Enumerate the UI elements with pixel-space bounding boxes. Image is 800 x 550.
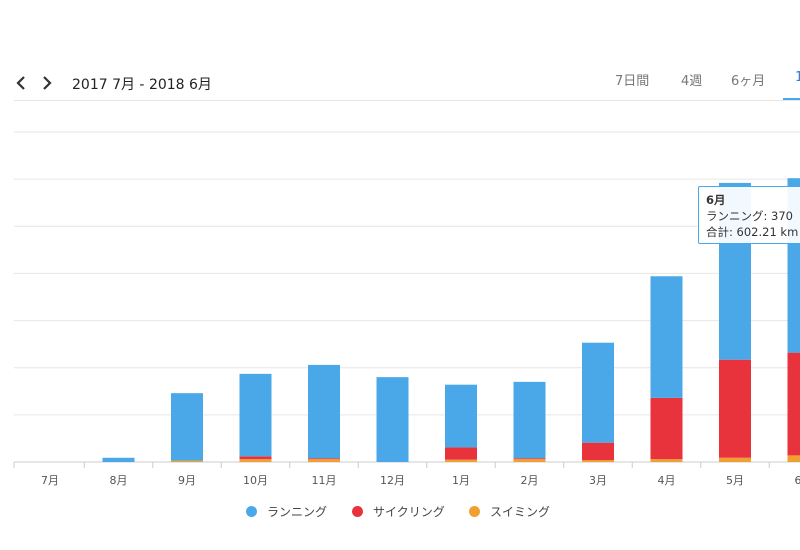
- bar-swimming-7[interactable]: [445, 459, 477, 462]
- legend-label: スイミング: [490, 505, 551, 519]
- bar-cycling-9[interactable]: [582, 442, 614, 461]
- legend-label: ランニング: [267, 505, 328, 519]
- x-tick-label: 11月: [312, 474, 337, 487]
- chart-legend: ランニング サイクリング スイミング: [0, 503, 800, 523]
- x-tick-label: 12月: [380, 474, 405, 487]
- bar-swimming-4[interactable]: [239, 459, 272, 462]
- bar-running-4[interactable]: [239, 373, 272, 457]
- bar-swimming-8[interactable]: [513, 459, 546, 462]
- bar-running-5[interactable]: [308, 364, 340, 459]
- bar-running-6[interactable]: [376, 377, 409, 462]
- chart-tooltip: 6月 ランニング: 370 合計: 602.21 km: [698, 186, 800, 244]
- bar-swimming-11[interactable]: [719, 457, 751, 462]
- tab-1-year[interactable]: 1: [795, 70, 800, 85]
- bar-cycling-7[interactable]: [445, 447, 477, 460]
- x-tick-label: 5月: [726, 474, 744, 487]
- tooltip-title: 6月: [706, 193, 726, 207]
- legend-dot: [352, 506, 363, 517]
- bar-cycling-12[interactable]: [787, 352, 800, 456]
- tab-7-days[interactable]: 7日間: [615, 74, 650, 89]
- x-tick-label: 8月: [110, 474, 128, 487]
- legend-dot: [246, 506, 257, 517]
- bar-swimming-9[interactable]: [582, 460, 614, 462]
- x-tick-label: 6月: [795, 474, 800, 487]
- bar-swimming-12[interactable]: [787, 455, 800, 462]
- x-tick-label: 10月: [243, 474, 268, 487]
- tooltip-total: 合計: 602.21 km: [706, 225, 799, 239]
- chevron-right-icon: [43, 76, 52, 90]
- stacked-bar-chart: 7月 8月 9月 10月 11月 12月 1月 2月 3月 4月 5月 6月: [13, 131, 800, 487]
- bar-cycling-5[interactable]: [308, 458, 340, 460]
- legend-item-swimming[interactable]: スイミング: [469, 503, 550, 520]
- bar-cycling-8[interactable]: [513, 458, 546, 460]
- bar-cycling-11[interactable]: [719, 359, 751, 458]
- date-range-label: 2017 7月 - 2018 6月: [72, 77, 212, 93]
- legend-item-cycling[interactable]: サイクリング: [352, 503, 445, 520]
- toolbar-divider: [14, 100, 800, 101]
- tab-6-months[interactable]: 6ヶ月: [731, 74, 766, 89]
- tab-4-weeks[interactable]: 4週: [681, 74, 703, 89]
- x-tick-label: 3月: [589, 474, 607, 487]
- bar-cycling-10[interactable]: [650, 397, 683, 460]
- legend-item-running[interactable]: ランニング: [246, 503, 327, 520]
- bar-running-3[interactable]: [171, 393, 203, 461]
- bar-running-7[interactable]: [445, 384, 477, 448]
- x-tick-label: 1月: [452, 474, 470, 487]
- bar-swimming-5[interactable]: [308, 459, 340, 462]
- bar-running-8[interactable]: [513, 381, 546, 459]
- legend-dot: [469, 506, 480, 517]
- bar-cycling-4[interactable]: [239, 456, 272, 460]
- active-tab-indicator: [783, 98, 800, 101]
- bar-running-10[interactable]: [650, 276, 683, 398]
- x-tick-label: 4月: [658, 474, 676, 487]
- bar-swimming-10[interactable]: [650, 459, 683, 462]
- toolbar: 2017 7月 - 2018 6月 7日間 4週 6ヶ月 1: [0, 62, 800, 102]
- x-tick-label: 2月: [521, 474, 539, 487]
- bar-swimming-3[interactable]: [171, 460, 203, 462]
- x-tick-label: 7月: [41, 474, 59, 487]
- legend-label: サイクリング: [373, 505, 445, 519]
- chevron-left-icon: [16, 76, 25, 90]
- bar-running-9[interactable]: [582, 342, 614, 443]
- next-period-button[interactable]: [38, 72, 56, 94]
- tooltip-running-value: ランニング: 370: [706, 209, 793, 223]
- bar-running-2[interactable]: [102, 457, 135, 462]
- prev-period-button[interactable]: [12, 72, 30, 94]
- x-tick-label: 9月: [178, 474, 196, 487]
